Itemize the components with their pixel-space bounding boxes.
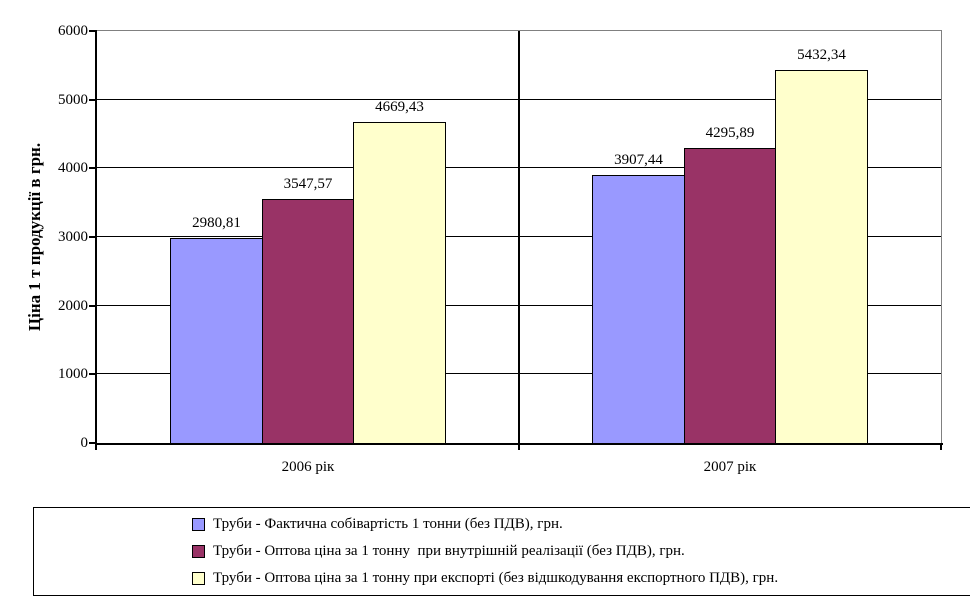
bar-value-label: 5432,34 (797, 47, 846, 63)
bar-series-3-2006 рік: 4669,43 (353, 99, 446, 443)
legend-item-label: Труби - Оптова ціна за 1 тонну при експо… (213, 570, 779, 586)
y-tick-mark (89, 442, 97, 444)
bar-series-2-2007 рік: 4295,89 (683, 125, 777, 443)
bar-value-label: 4295,89 (705, 125, 755, 141)
x-category-label: 2007 рік (703, 459, 757, 475)
legend-item: Труби - Оптова ціна за 1 тонну при експо… (192, 570, 970, 587)
bar-group-2007 рік: 3907,44 4295,89 5432,34 (519, 31, 941, 443)
bar-value-label: 4669,43 (375, 99, 424, 115)
y-tick-mark (89, 167, 97, 169)
y-tick-mark (89, 236, 97, 238)
y-tick-mark (89, 305, 97, 307)
bar-series-3-2007 рік: 5432,34 (775, 47, 868, 443)
bar-value-label: 3907,44 (614, 152, 663, 168)
bar-series-1-2006 рік: 2980,81 (170, 215, 263, 443)
y-tick-mark (89, 373, 97, 375)
legend-color-swatch (192, 572, 205, 585)
y-tick-label: 6000 (58, 23, 88, 39)
y-axis-line (95, 30, 97, 450)
legend: Труби - Фактична собівартість 1 тонни (б… (33, 507, 970, 596)
y-tick-mark (89, 30, 97, 32)
bar-group-2006 рік: 2980,81 3547,57 4669,43 (97, 31, 519, 443)
y-tick-label: 2000 (58, 298, 88, 314)
y-tick-label: 3000 (58, 229, 88, 245)
plot-right-border (941, 30, 942, 444)
x-category-label: 2006 рік (281, 459, 335, 475)
bar-series-1-2007 рік: 3907,44 (592, 152, 685, 443)
y-tick-label: 1000 (58, 366, 88, 382)
legend-item: Труби - Оптова ціна за 1 тонну при внутр… (192, 543, 970, 560)
legend-item: Труби - Фактична собівартість 1 тонни (б… (192, 516, 970, 533)
x-axis-line (95, 443, 943, 445)
legend-color-swatch (192, 545, 205, 558)
bar-value-label: 3547,57 (283, 176, 333, 192)
plot-top-border (96, 30, 942, 31)
legend-color-swatch (192, 518, 205, 531)
category-divider-line (518, 31, 520, 450)
y-tick-label: 5000 (58, 92, 88, 108)
bar-series-2-2006 рік: 3547,57 (261, 176, 355, 443)
category-boundary-tick (940, 443, 942, 450)
y-tick-label: 4000 (58, 160, 88, 176)
y-tick-mark (89, 99, 97, 101)
legend-item-label: Труби - Оптова ціна за 1 тонну при внутр… (213, 543, 685, 559)
y-tick-label: 0 (80, 435, 89, 451)
bar-value-label: 2980,81 (192, 215, 241, 231)
legend-item-label: Труби - Фактична собівартість 1 тонни (б… (213, 516, 563, 532)
